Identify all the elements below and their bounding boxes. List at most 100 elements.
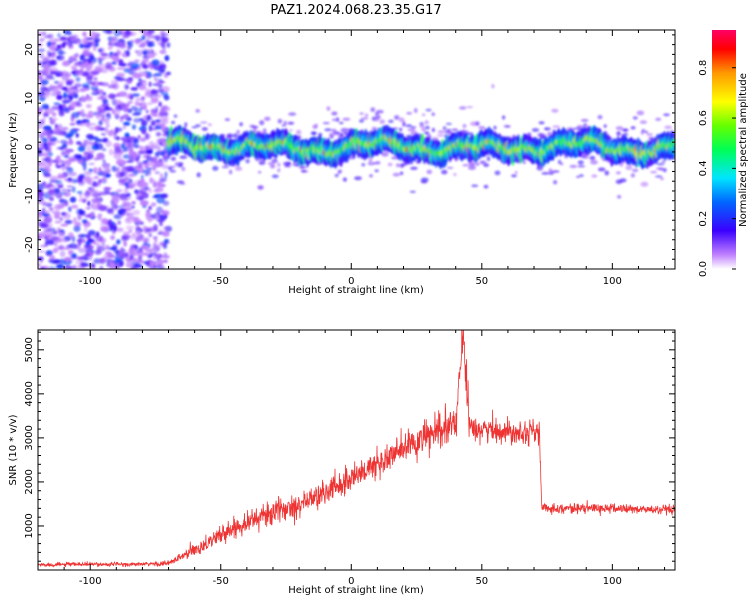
heatmap-noise-blob [46, 73, 54, 79]
x-tick-label: 50 [475, 276, 488, 287]
heatmap-noise-blob [130, 87, 139, 91]
y-tick-label: -10 [24, 188, 35, 204]
heatmap-noise-blob [111, 202, 117, 210]
heatmap-noise-blob [161, 254, 170, 259]
heatmap-noise-blob [40, 222, 49, 229]
heatmap-halo-blob [398, 117, 405, 123]
heatmap-noise-blob [137, 230, 141, 237]
heatmap-noise-blob [150, 97, 159, 104]
heatmap-noise-blob [97, 82, 104, 86]
heatmap-halo-blob [374, 169, 379, 173]
heatmap-noise-blob [101, 103, 110, 107]
snr-series-line [38, 330, 675, 568]
heatmap-noise-blob [66, 219, 71, 225]
heatmap-noise-blob [49, 175, 59, 181]
heatmap-halo-blob [663, 113, 670, 117]
heatmap-noise-blob [133, 138, 139, 142]
heatmap-noise-blob [100, 69, 108, 73]
heatmap-halo-blob [409, 190, 416, 193]
heatmap-noise-blob [129, 252, 136, 256]
heatmap-noise-blob [143, 105, 147, 111]
heatmap-noise-blob [83, 175, 91, 183]
heatmap-halo-blob [462, 124, 467, 128]
x-tick-label: 0 [348, 276, 354, 287]
snr-ylabel: SNR (10 * v/v) [8, 414, 19, 485]
heatmap-noise-blob [76, 208, 80, 215]
heatmap-noise-blob [45, 86, 55, 92]
heatmap-noise-blob [65, 72, 72, 78]
heatmap-noise-blob [140, 42, 145, 47]
heatmap-noise-blob [98, 179, 102, 184]
heatmap-noise-blob [133, 59, 140, 63]
heatmap-noise-blob [47, 266, 56, 269]
heatmap-noise-blob [149, 177, 153, 184]
heatmap-noise-blob [104, 118, 110, 125]
heatmap-noise-blob [46, 91, 51, 96]
heatmap-noise-blob [54, 179, 63, 184]
heatmap-noise-blob [131, 205, 135, 209]
heatmap-noise-blob [141, 169, 146, 174]
heatmap-noise-blob [72, 86, 78, 90]
heatmap-noise-blob [133, 144, 140, 149]
heatmap-noise-blob [162, 226, 169, 230]
heatmap-noise-blob [56, 94, 63, 101]
colorbar-tick-label: 0.4 [698, 160, 709, 176]
heatmap-noise-blob [83, 171, 93, 176]
heatmap-noise-blob [87, 200, 91, 207]
heatmap-noise-blob [148, 48, 154, 54]
heatmap-noise-blob [47, 189, 55, 195]
heatmap-halo-blob [579, 174, 584, 177]
heatmap-halo-blob [359, 112, 364, 115]
heatmap-noise-blob [86, 133, 94, 140]
heatmap-noise-blob [99, 51, 105, 56]
heatmap-noise-blob [92, 45, 97, 52]
heatmap-noise-blob [52, 247, 58, 254]
spectrogram-heatmap [38, 30, 675, 269]
heatmap-noise-blob [38, 125, 43, 129]
heatmap-halo-blob [576, 175, 580, 178]
heatmap-noise-blob [86, 152, 94, 160]
heatmap-noise-blob [152, 195, 160, 199]
heatmap-noise-blob [77, 241, 82, 246]
heatmap-noise-blob [61, 166, 65, 171]
heatmap-halo-blob [335, 117, 340, 122]
heatmap-noise-blob [112, 249, 121, 253]
heatmap-noise-blob [122, 136, 128, 140]
heatmap-noise-blob [127, 196, 132, 200]
heatmap-noise-blob [83, 44, 92, 49]
heatmap-halo-blob [370, 107, 376, 113]
heatmap-halo-blob [255, 158, 260, 162]
colorbar-label: Normalized spectral amplitude [738, 73, 749, 227]
heatmap-noise-blob [152, 165, 157, 172]
heatmap-halo-blob [552, 125, 561, 128]
heatmap-noise-blob [38, 213, 42, 217]
heatmap-noise-blob [49, 207, 54, 211]
heatmap-noise-blob [44, 111, 48, 116]
y-tick-label: 1000 [24, 513, 35, 538]
heatmap-noise-blob [38, 70, 42, 74]
heatmap-halo-blob [262, 128, 267, 134]
heatmap-noise-blob [61, 41, 66, 48]
heatmap-noise-blob [97, 191, 106, 194]
heatmap-noise-blob [59, 217, 64, 221]
heatmap-noise-blob [111, 99, 116, 103]
heatmap-noise-blob [91, 200, 101, 204]
heatmap-noise-blob [120, 32, 129, 35]
colorbar-tick-label: 0.0 [698, 261, 709, 277]
heatmap-noise-blob [80, 113, 87, 118]
heatmap-noise-blob [46, 50, 50, 55]
heatmap-halo-blob [212, 165, 219, 171]
heatmap-noise-blob [76, 120, 85, 124]
heatmap-halo-blob [466, 106, 473, 109]
heatmap-halo-blob [591, 174, 598, 178]
heatmap-noise-blob [98, 236, 104, 242]
heatmap-halo-blob [467, 132, 474, 136]
heatmap-noise-blob [83, 214, 88, 217]
heatmap-halo-blob [615, 126, 624, 131]
heatmap-noise-blob [44, 230, 53, 237]
heatmap-noise-blob [123, 252, 129, 258]
heatmap-noise-blob [69, 91, 75, 95]
heatmap-halo-blob [288, 112, 297, 116]
heatmap-noise-blob [61, 127, 69, 131]
heatmap-halo-blob [590, 160, 598, 165]
